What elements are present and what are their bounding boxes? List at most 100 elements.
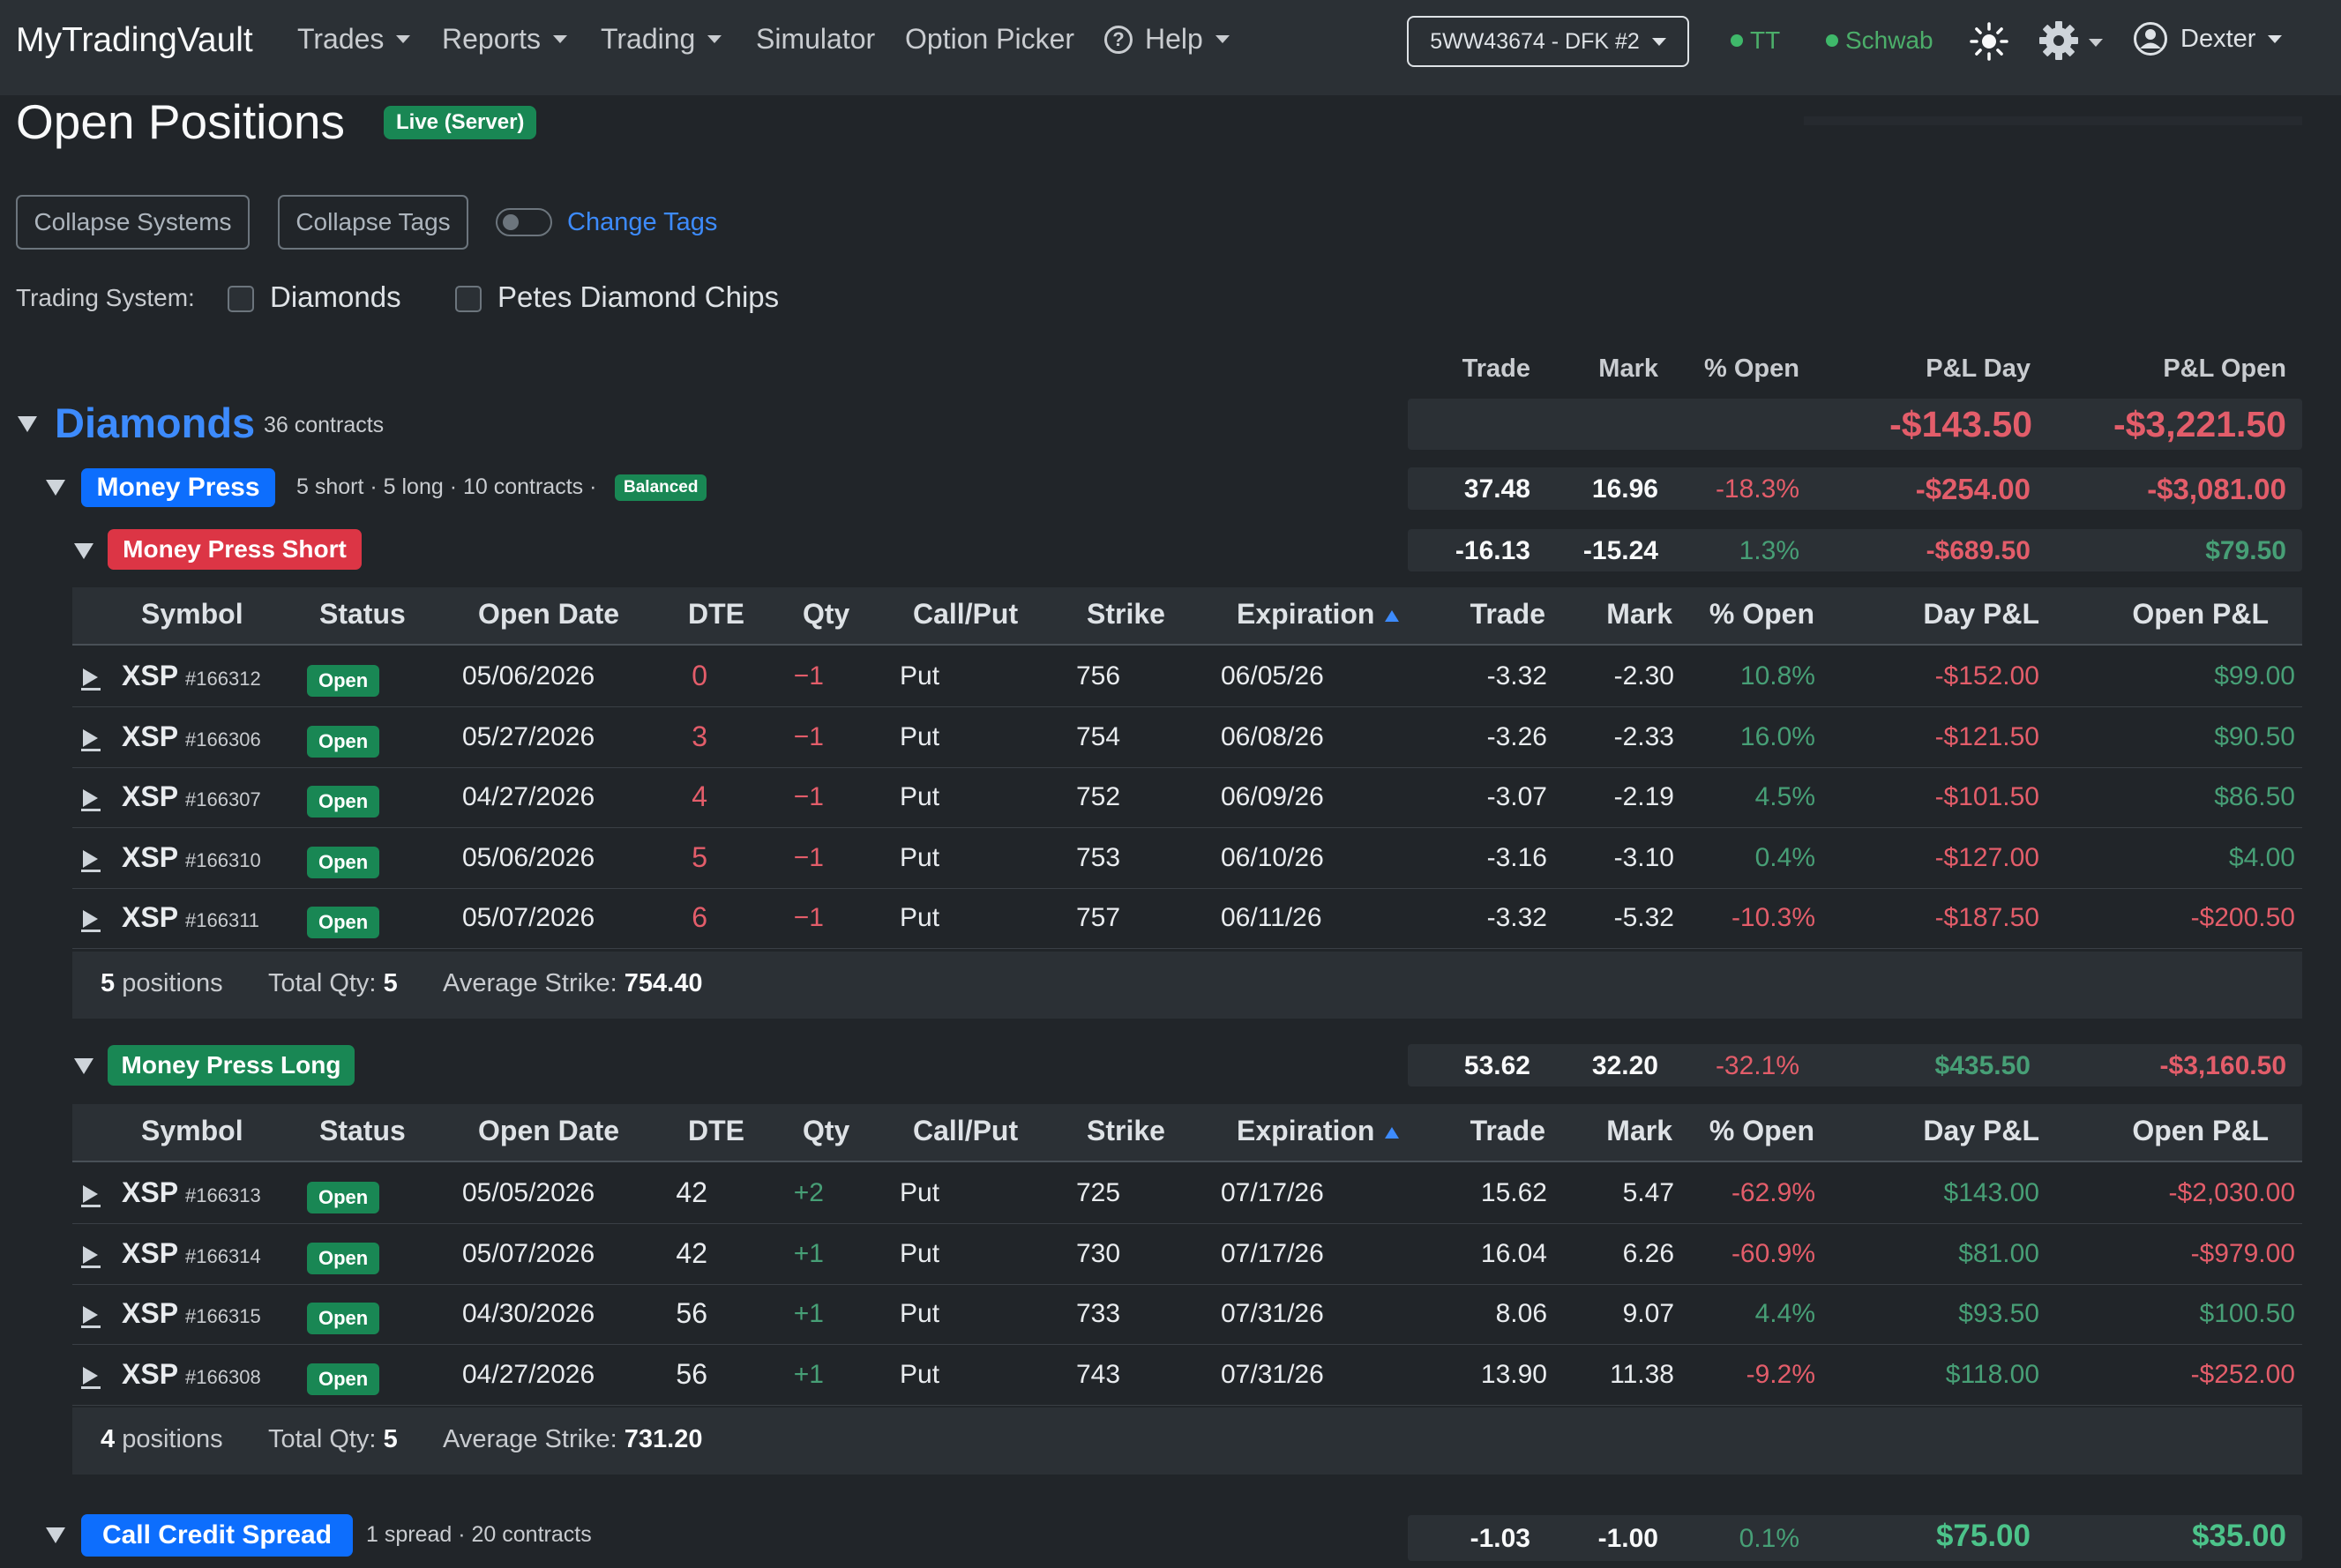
positions-table-short: Symbol Status Open Date DTE Qty Call/Put…	[72, 587, 2302, 1019]
table-row[interactable]: XSP #166312 Open 05/06/2026 0 −1 Put 756 …	[72, 647, 2302, 707]
group-tag-call-credit-spread[interactable]: Call Credit Spread	[81, 1514, 353, 1557]
change-tags-link[interactable]: Change Tags	[567, 208, 718, 236]
col-status[interactable]: Status	[319, 598, 406, 630]
cell-strike: 757	[1076, 903, 1121, 932]
cell-symbol[interactable]: XSP #166315	[122, 1297, 261, 1330]
symbol-id: #166315	[185, 1305, 261, 1327]
col-pct-open[interactable]: % Open	[1709, 1115, 1814, 1146]
table-row[interactable]: XSP #166315 Open 04/30/2026 56 +1 Put 733…	[72, 1285, 2302, 1345]
table-row[interactable]: XSP #166308 Open 04/27/2026 56 +1 Put 743…	[72, 1346, 2302, 1406]
positions-table-long: Symbol Status Open Date DTE Qty Call/Put…	[72, 1104, 2302, 1475]
collapse-triangle-icon[interactable]	[74, 543, 93, 559]
col-qty[interactable]: Qty	[803, 1115, 850, 1146]
cell-open-date: 05/07/2026	[462, 1238, 595, 1268]
col-strike[interactable]: Strike	[1087, 598, 1165, 630]
user-menu[interactable]: Dexter	[2133, 21, 2283, 56]
cell-symbol[interactable]: XSP #166312	[122, 660, 261, 692]
checkbox-diamonds[interactable]	[228, 286, 254, 312]
subgroup-long-trade: 53.62	[1463, 1051, 1530, 1080]
system-title-diamonds[interactable]: Diamonds	[55, 399, 256, 446]
table-row[interactable]: XSP #166310 Open 05/06/2026 5 −1 Put 753 …	[72, 829, 2302, 889]
col-trade[interactable]: Trade	[1470, 1115, 1545, 1146]
footer-avg-strike: Average Strike: 731.20	[443, 1425, 703, 1454]
nav-simulator[interactable]: Simulator	[756, 23, 875, 56]
top-navbar: MyTradingVault Trades Reports Trading Si…	[0, 0, 2341, 95]
expand-row-icon[interactable]	[83, 1366, 98, 1385]
col-expiration[interactable]: Expiration	[1237, 1115, 1400, 1147]
checkbox-petes-diamond-chips-label[interactable]: Petes Diamond Chips	[497, 280, 780, 313]
cell-call-put: Put	[900, 903, 940, 932]
cell-symbol[interactable]: XSP #166310	[122, 841, 261, 874]
col-open-pl[interactable]: Open P&L	[2132, 1115, 2269, 1146]
col-strike[interactable]: Strike	[1087, 1115, 1165, 1146]
footer-positions-label: positions	[122, 1425, 223, 1453]
cell-symbol[interactable]: XSP #166308	[122, 1358, 261, 1391]
collapse-triangle-icon[interactable]	[74, 1058, 93, 1074]
col-open-date[interactable]: Open Date	[478, 1115, 620, 1146]
table-row[interactable]: XSP #166306 Open 05/27/2026 3 −1 Put 754 …	[72, 708, 2302, 768]
expand-row-icon[interactable]	[83, 910, 98, 928]
col-open-date[interactable]: Open Date	[478, 598, 620, 630]
col-mark[interactable]: Mark	[1606, 1115, 1672, 1146]
collapse-tags-button[interactable]: Collapse Tags	[278, 195, 468, 250]
col-expiration[interactable]: Expiration	[1237, 598, 1400, 631]
brand-logo[interactable]: MyTradingVault	[16, 21, 253, 59]
cell-qty: −1	[793, 903, 824, 932]
group-tag-money-press[interactable]: Money Press	[81, 468, 275, 507]
col-call-put[interactable]: Call/Put	[913, 598, 1019, 630]
gear-icon[interactable]	[2038, 19, 2080, 62]
change-tags-toggle[interactable]	[496, 208, 552, 236]
col-status[interactable]: Status	[319, 1115, 406, 1146]
table-row[interactable]: XSP #166311 Open 05/07/2026 6 −1 Put 757 …	[72, 889, 2302, 949]
expand-row-icon-underline	[81, 1265, 101, 1268]
nav-option-picker[interactable]: Option Picker	[905, 23, 1074, 56]
expand-row-icon[interactable]	[83, 1245, 98, 1264]
nav-help[interactable]: ? Help	[1104, 23, 1230, 56]
col-trade[interactable]: Trade	[1470, 598, 1545, 630]
col-open-pl[interactable]: Open P&L	[2132, 598, 2269, 630]
col-symbol[interactable]: Symbol	[141, 1115, 243, 1146]
col-qty[interactable]: Qty	[803, 598, 850, 630]
table-row[interactable]: XSP #166307 Open 04/27/2026 4 −1 Put 752 …	[72, 768, 2302, 828]
subgroup-tag-money-press-long[interactable]: Money Press Long	[108, 1045, 355, 1086]
expand-row-icon[interactable]	[83, 1185, 98, 1203]
nav-reports[interactable]: Reports	[442, 23, 568, 56]
table-row[interactable]: XSP #166313 Open 05/05/2026 42 +2 Put 725…	[72, 1164, 2302, 1224]
cell-open-pl: $86.50	[2214, 782, 2295, 811]
nav-trading[interactable]: Trading	[601, 23, 722, 56]
status-badge: Open	[307, 1242, 380, 1274]
subgroup-tag-money-press-short[interactable]: Money Press Short	[108, 529, 362, 570]
cell-open-pl: $99.00	[2214, 661, 2295, 691]
expand-row-icon[interactable]	[83, 789, 98, 807]
expand-row-icon[interactable]	[83, 1306, 98, 1324]
col-dte[interactable]: DTE	[688, 598, 744, 630]
collapse-triangle-icon[interactable]	[46, 1527, 65, 1543]
nav-trades[interactable]: Trades	[297, 23, 411, 56]
cell-dte: 42	[676, 1176, 707, 1208]
table-row[interactable]: XSP #166314 Open 05/07/2026 42 +1 Put 730…	[72, 1225, 2302, 1285]
cell-symbol[interactable]: XSP #166306	[122, 721, 261, 753]
col-mark[interactable]: Mark	[1606, 598, 1672, 630]
expand-row-icon[interactable]	[83, 728, 98, 747]
col-call-put[interactable]: Call/Put	[913, 1115, 1019, 1146]
cell-symbol[interactable]: XSP #166307	[122, 780, 261, 813]
collapse-triangle-icon[interactable]	[46, 480, 65, 496]
col-pct-open[interactable]: % Open	[1709, 598, 1814, 630]
account-selector[interactable]: 5WW43674 - DFK #2	[1407, 16, 1689, 67]
col-day-pl[interactable]: Day P&L	[1923, 1115, 2039, 1146]
cell-symbol[interactable]: XSP #166313	[122, 1176, 261, 1209]
expand-row-icon[interactable]	[83, 668, 98, 686]
collapse-systems-button[interactable]: Collapse Systems	[16, 195, 250, 250]
expand-row-icon[interactable]	[83, 849, 98, 868]
collapse-triangle-icon[interactable]	[18, 416, 37, 432]
cell-symbol[interactable]: XSP #166311	[122, 901, 259, 934]
checkbox-diamonds-label[interactable]: Diamonds	[270, 280, 401, 313]
chevron-down-icon[interactable]	[2089, 39, 2103, 47]
col-symbol[interactable]: Symbol	[141, 598, 243, 630]
checkbox-petes-diamond-chips[interactable]	[455, 286, 482, 312]
col-day-pl[interactable]: Day P&L	[1923, 598, 2039, 630]
col-dte[interactable]: DTE	[688, 1115, 744, 1146]
nav-reports-label: Reports	[442, 23, 542, 55]
cell-symbol[interactable]: XSP #166314	[122, 1237, 261, 1270]
sun-icon[interactable]	[1969, 21, 2009, 62]
